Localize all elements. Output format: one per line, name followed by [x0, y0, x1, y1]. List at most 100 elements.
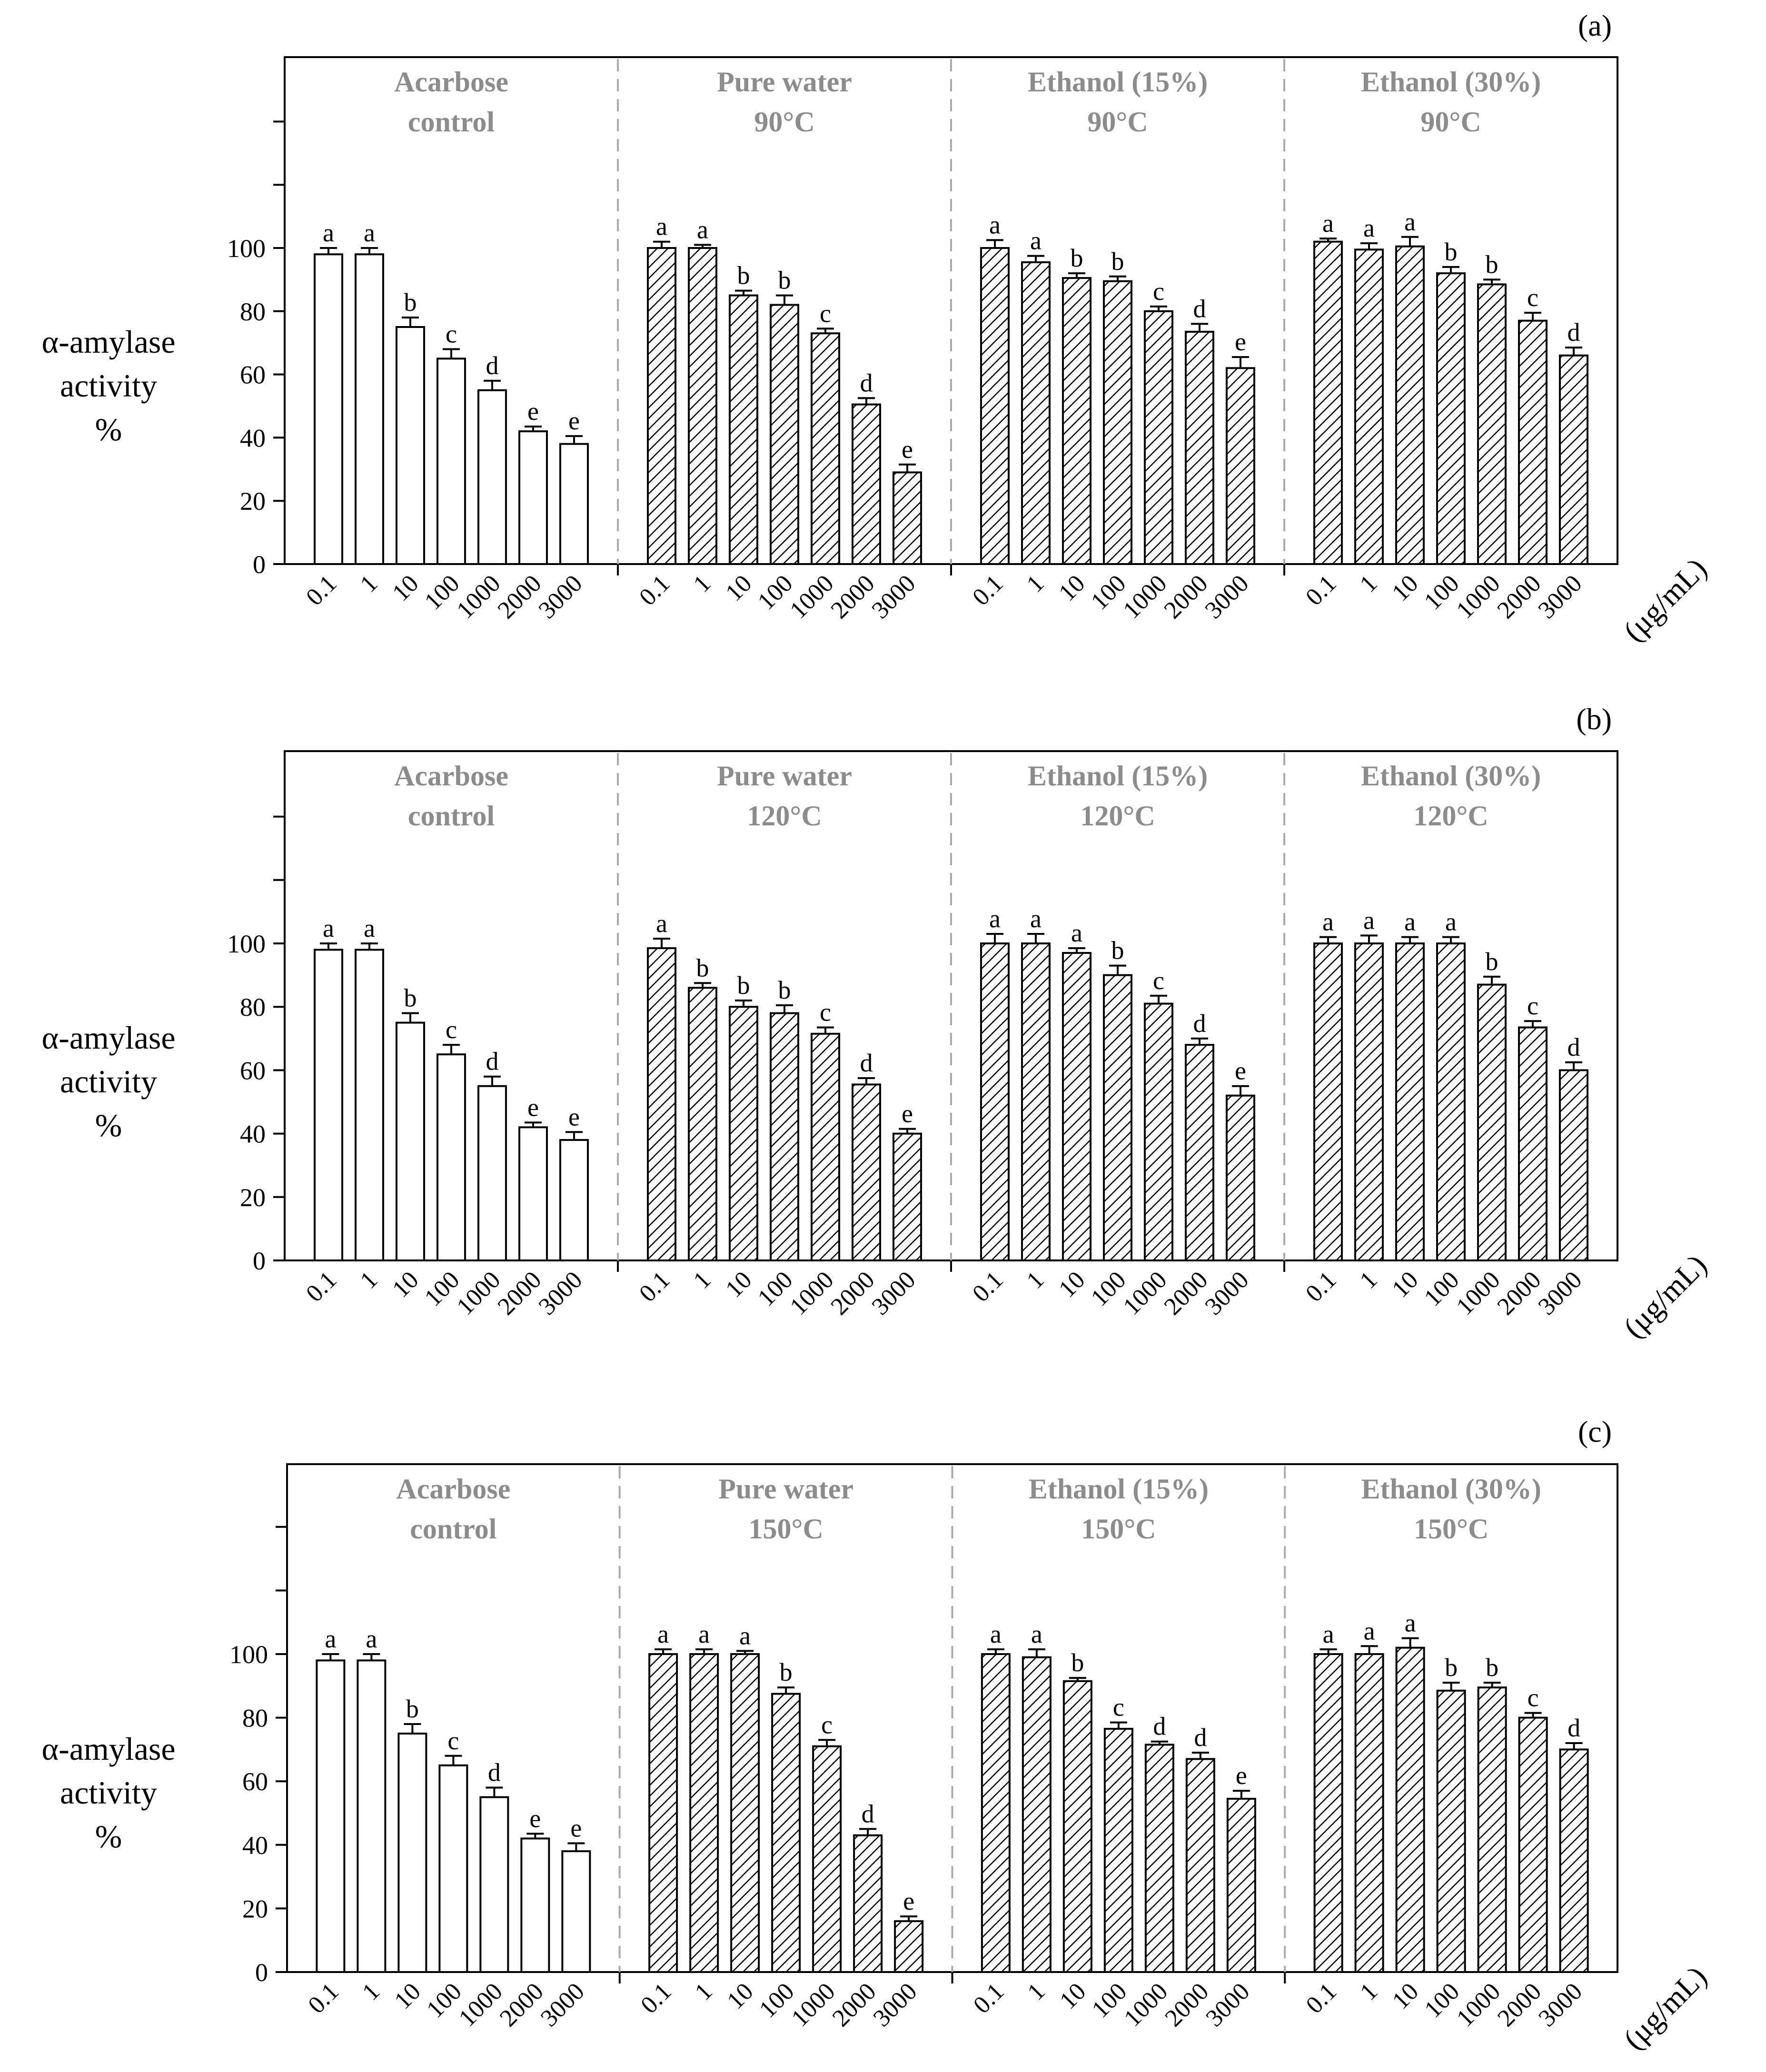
significance-letter: a [323, 218, 334, 247]
y-tick-label: 60 [240, 1056, 266, 1085]
bar [689, 1653, 719, 1973]
bar [518, 430, 548, 565]
x-tick-label: 0.1 [303, 1978, 344, 2019]
significance-letter: a [1322, 908, 1334, 936]
bar [893, 1132, 922, 1262]
bar [1144, 310, 1173, 565]
x-tick-label: 0.1 [635, 1978, 676, 2019]
bar [853, 1834, 883, 1973]
bar [1559, 1748, 1589, 1973]
significance-letter: b [404, 288, 417, 317]
y-tick-label: 20 [240, 1183, 266, 1212]
panel-label: (b) [1576, 702, 1612, 736]
bar [1436, 1689, 1466, 1973]
x-tick-label: 10 [1053, 570, 1090, 606]
bar [1103, 974, 1132, 1262]
significance-letter: c [446, 319, 457, 348]
significance-letter: e [570, 1814, 582, 1842]
x-tick-label: 1000 [1451, 1266, 1506, 1320]
x-tick-label: 10 [1387, 570, 1423, 606]
significance-letter: d [1193, 1009, 1206, 1038]
x-tick-label: 10 [387, 570, 424, 606]
x-tick-label: 1000 [452, 1266, 506, 1320]
significance-letter: a [1031, 1620, 1042, 1648]
bar [1559, 1069, 1588, 1261]
x-tick-label: 0.1 [1300, 570, 1341, 611]
bar [688, 247, 717, 565]
x-tick-label: 1 [1355, 1266, 1383, 1294]
y-tick-label: 60 [242, 1767, 268, 1796]
significance-letter: a [656, 909, 667, 938]
x-tick-label: 3000 [1533, 570, 1587, 624]
group-title: 90°C [754, 106, 814, 138]
significance-letter: a [364, 914, 375, 942]
x-tick-label: 1 [1355, 1978, 1383, 2006]
x-tick-label: 10 [720, 1266, 757, 1303]
significance-letter: a [323, 914, 334, 942]
bar [316, 1659, 346, 1973]
significance-letter: c [1527, 283, 1538, 312]
x-tick-label: 0.1 [968, 1978, 1009, 2019]
x-tick-label: 3000 [534, 570, 588, 624]
significance-letter: b [1486, 1653, 1498, 1682]
bar [770, 1012, 799, 1261]
bar [1185, 1758, 1215, 1973]
x-tick-label: 1 [688, 570, 716, 598]
significance-letter: b [1486, 250, 1498, 278]
x-tick-label: 3000 [867, 570, 921, 624]
bar [770, 304, 799, 565]
bar [811, 1032, 840, 1262]
group-title: Ethanol (15%) [1028, 66, 1208, 98]
y-tick-label: 20 [240, 487, 266, 516]
x-tick-label: 2000 [827, 1978, 882, 2032]
panel-a: (a) 0 20 40 60 80 100 α-amylase activity% (μg/mL)… [41, 9, 1713, 648]
y-tick-label: 40 [240, 1120, 266, 1149]
bar [1185, 1044, 1214, 1262]
significance-letter: a [989, 210, 1001, 239]
significance-letter: b [696, 953, 709, 982]
bar-group-4: Ethanol (30%)120°Ca0.1a1a10a100b1000c200… [1283, 753, 1588, 1320]
significance-letter: e [568, 406, 580, 435]
y-tick-label: 0 [253, 1247, 266, 1275]
bar [812, 1745, 842, 1973]
y-label-line: % [95, 1107, 122, 1143]
significance-letter: d [860, 368, 873, 397]
bar [1021, 942, 1051, 1261]
x-tick-label: 2000 [826, 1266, 880, 1320]
x-tick-label: 1 [1355, 570, 1383, 598]
bar-group-2: Pure water150°Ca0.1a1a10b100c1000d2000e3… [618, 1466, 924, 2032]
y-axis: 0 20 40 60 80 100 [229, 1526, 287, 1987]
group-title: Acarbose [396, 1473, 510, 1505]
bar [397, 1733, 427, 1973]
x-tick-label: 3000 [1533, 1978, 1587, 2032]
bar [729, 294, 758, 565]
y-tick-label: 100 [227, 930, 266, 958]
bar [648, 1653, 678, 1973]
y-label-line: activity [60, 1775, 157, 1811]
bar [730, 1653, 760, 1973]
bar [688, 987, 717, 1261]
bar-group-1: Acarbosecontrola0.1a1b10c100d1000e2000e3… [301, 760, 589, 1320]
bar [811, 332, 840, 565]
significance-letter: a [1445, 908, 1457, 936]
group-title: 150°C [1081, 1513, 1156, 1545]
y-axis: 0 20 40 60 80 100 [227, 120, 285, 579]
significance-letter: a [1364, 1616, 1375, 1645]
x-tick-label: 1 [688, 1266, 716, 1294]
x-tick-label: 2000 [1159, 1266, 1213, 1320]
bar [894, 1920, 924, 1973]
group-title: 120°C [1413, 800, 1488, 832]
significance-letter: a [1363, 214, 1375, 242]
significance-letter: c [1153, 277, 1164, 306]
x-tick-label: 1000 [1451, 1978, 1506, 2032]
bar [1185, 330, 1214, 565]
y-tick-label: 80 [240, 297, 266, 326]
bar [1313, 1653, 1343, 1973]
bar-group-4: Ethanol (30%)90°Ca0.1a1a10b100b1000c2000… [1283, 59, 1588, 624]
x-tick-label: 1000 [785, 570, 839, 624]
significance-letter: e [902, 435, 913, 464]
y-tick-label: 80 [240, 993, 266, 1021]
x-tick-label: 0.1 [1300, 1266, 1341, 1307]
x-tick-label: 1 [1022, 1266, 1050, 1294]
group-title: control [408, 106, 495, 138]
